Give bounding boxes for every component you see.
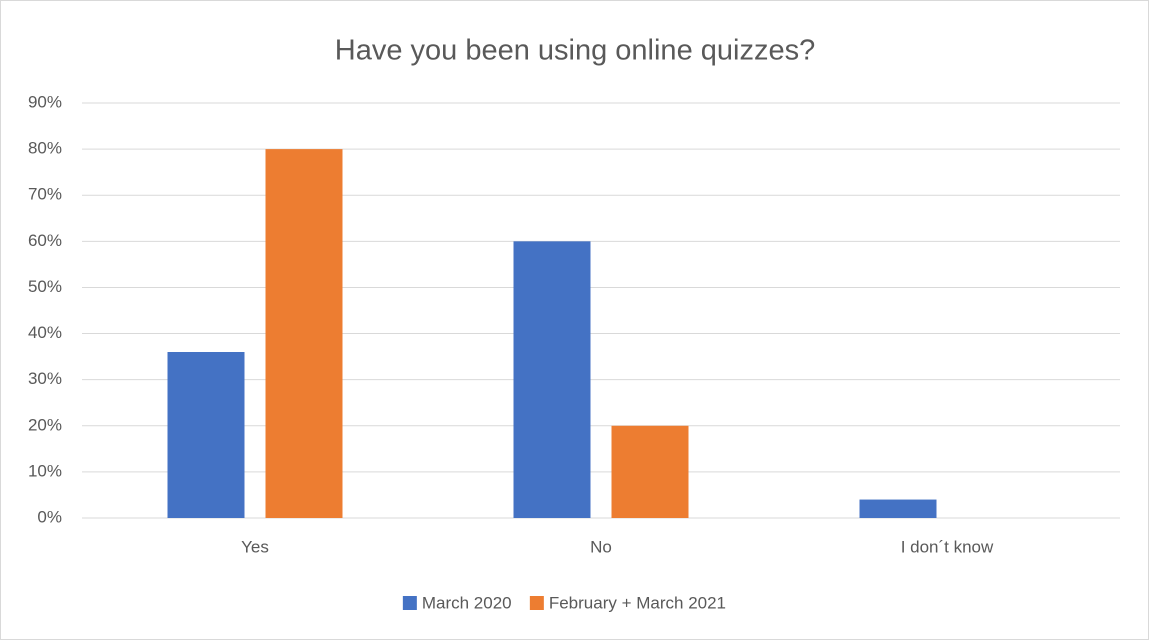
legend-swatch (402, 596, 417, 610)
bar (167, 352, 245, 518)
bar (859, 499, 937, 518)
chart-title: Have you been using online quizzes? (335, 35, 815, 67)
bar (513, 241, 591, 519)
y-tick-label: 90% (28, 92, 62, 111)
x-tick-label: Yes (241, 537, 269, 556)
y-tick-label: 60% (28, 231, 62, 250)
y-tick-label: 50% (28, 277, 62, 296)
y-tick-label: 20% (28, 415, 62, 434)
bar (611, 425, 689, 518)
y-tick-label: 40% (28, 323, 62, 342)
x-tick-label: I don´t know (901, 537, 994, 556)
y-tick-label: 30% (28, 369, 62, 388)
y-tick-label: 80% (28, 139, 62, 158)
y-tick-label: 10% (28, 461, 62, 480)
x-tick-label: No (590, 537, 612, 556)
y-tick-label: 70% (28, 185, 62, 204)
bar (265, 149, 343, 518)
legend-label: March 2020 (422, 593, 512, 612)
legend-swatch (529, 596, 544, 610)
legend-label: February + March 2021 (549, 593, 726, 612)
y-tick-label: 0% (37, 507, 62, 526)
